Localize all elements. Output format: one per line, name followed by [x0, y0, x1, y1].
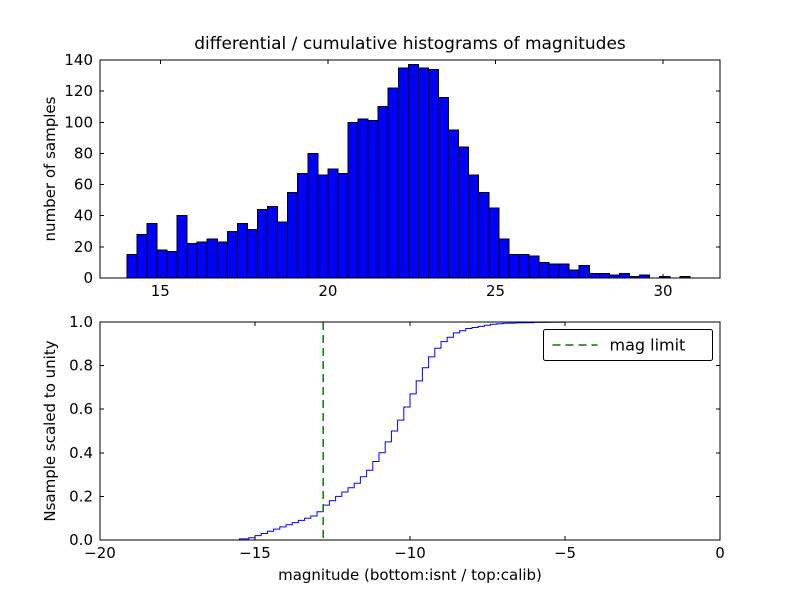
histogram-bar: [367, 120, 379, 279]
histogram-bar: [478, 191, 490, 279]
histogram-bar: [307, 152, 319, 279]
bottom-xtick-label: −20: [84, 544, 116, 562]
bottom-ytick-label: 0.8: [69, 357, 93, 375]
histogram-bar: [558, 263, 570, 279]
top-ytick-label: 120: [64, 82, 93, 100]
histogram-bar: [377, 106, 389, 279]
histogram-bar: [598, 272, 611, 279]
bottom-ytick-label: 0.6: [69, 400, 93, 418]
histogram-bar: [206, 238, 218, 279]
histogram-bar: [236, 223, 248, 279]
histogram-bar: [337, 173, 349, 279]
histogram-bar: [528, 255, 540, 279]
histogram-bar: [317, 174, 329, 279]
bottom-ytick-label: 1.0: [69, 313, 93, 331]
top-xtick-label: 30: [653, 282, 672, 300]
bottom-ylabel: Nsample scaled to unity: [41, 340, 59, 522]
top-ytick-label: 80: [74, 144, 93, 162]
top-ytick-label: 40: [74, 207, 93, 225]
figure-title: differential / cumulative histograms of …: [194, 34, 626, 54]
histogram-bar: [176, 215, 188, 279]
histogram-bar: [578, 265, 590, 279]
top-ytick-label: 100: [64, 113, 93, 131]
histogram-bar: [417, 67, 429, 279]
histogram-bar: [347, 121, 359, 279]
histogram-bar: [488, 207, 500, 279]
histogram-bar: [588, 272, 600, 279]
histogram-bar: [458, 146, 470, 279]
histogram-bar: [247, 229, 259, 279]
histogram-bar: [257, 209, 269, 279]
histogram-bar: [287, 191, 299, 279]
top-xtick-label: 25: [486, 282, 505, 300]
bottom-ytick-label: 0.4: [69, 444, 93, 462]
cumulative-curve: [224, 321, 581, 541]
histogram-bar: [427, 68, 439, 279]
histogram-bar: [126, 254, 138, 279]
top-xtick-label: 15: [151, 282, 170, 300]
legend-label: mag limit: [610, 336, 686, 355]
bottom-xtick-label: −15: [239, 544, 271, 562]
histogram-bar: [407, 64, 419, 279]
histogram-bar: [226, 230, 238, 279]
histogram-bar: [397, 67, 409, 279]
histogram-bar: [216, 241, 228, 279]
histogram-bar: [267, 205, 279, 279]
bottom-xtick-label: −10: [394, 544, 426, 562]
histogram-bar: [438, 96, 450, 279]
top-ytick-label: 0: [83, 269, 93, 287]
histogram-bar: [568, 269, 580, 279]
histogram-bar: [186, 243, 198, 279]
bottom-ytick-label: 0.0: [69, 531, 93, 549]
histogram-bar: [498, 238, 510, 279]
bottom-ytick-label: 0.2: [69, 487, 93, 505]
x-axis-label: magnitude (bottom:isnt / top:calib): [278, 566, 542, 584]
histogram-bar: [277, 221, 289, 279]
top-ytick-label: 140: [64, 51, 93, 69]
histogram-bar: [619, 272, 631, 279]
histogram-bar: [468, 174, 480, 279]
top-ytick-label: 20: [74, 238, 93, 256]
histogram-bar: [196, 241, 208, 279]
histogram-bar: [448, 129, 460, 279]
histogram-bar: [357, 118, 369, 279]
histogram-bar: [538, 261, 550, 279]
legend-box: [543, 329, 713, 361]
top-ylabel: number of samples: [41, 96, 59, 242]
histogram-bar: [136, 233, 148, 279]
histogram-bar: [508, 254, 520, 279]
bottom-xtick-label: 0: [715, 544, 725, 562]
histogram-bar: [297, 173, 309, 279]
histogram-bar: [387, 87, 399, 279]
top-ytick-label: 60: [74, 176, 93, 194]
histogram-bar: [146, 223, 158, 279]
histogram-bar: [166, 251, 178, 279]
bottom-xtick-label: −5: [554, 544, 576, 562]
histogram-bar: [518, 254, 530, 279]
histogram-bar: [327, 168, 339, 279]
histogram-bar: [156, 249, 168, 279]
histogram-bar: [548, 263, 560, 279]
top-xtick-label: 20: [318, 282, 337, 300]
top-axes-frame: [99, 59, 721, 279]
